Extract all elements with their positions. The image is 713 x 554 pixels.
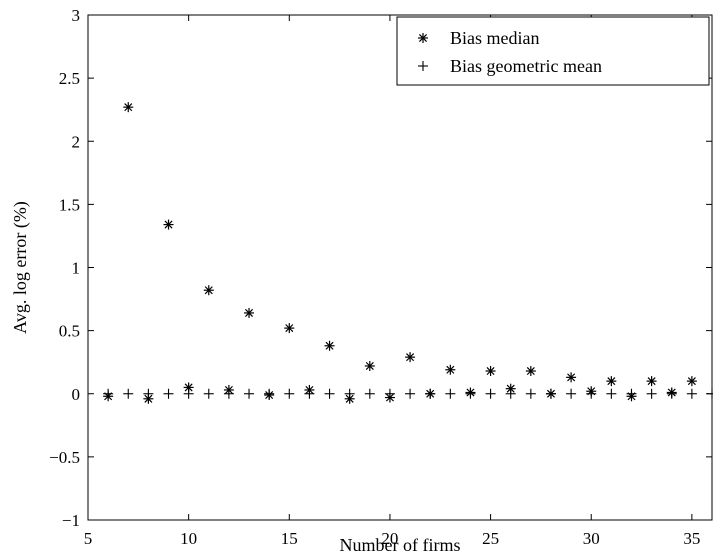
asterisk-point — [525, 366, 536, 377]
x-tick-label: 15 — [281, 529, 298, 548]
asterisk-point — [545, 388, 556, 399]
plus-point — [566, 388, 577, 399]
plus-point — [203, 388, 214, 399]
asterisk-point — [586, 386, 597, 397]
plus-point — [284, 388, 295, 399]
plus-point — [525, 388, 536, 399]
x-tick-label: 5 — [84, 529, 93, 548]
x-tick-label: 25 — [482, 529, 499, 548]
asterisk-point — [143, 393, 154, 404]
asterisk-point — [163, 219, 174, 230]
asterisk-point — [626, 391, 637, 402]
asterisk-point — [123, 102, 134, 113]
x-tick-label: 35 — [683, 529, 700, 548]
y-tick-label: −1 — [62, 511, 80, 530]
x-tick-label: 20 — [381, 529, 398, 548]
y-tick-label: 2 — [72, 132, 81, 151]
asterisk-point — [223, 384, 234, 395]
plus-point — [324, 388, 335, 399]
x-tick-label: 30 — [583, 529, 600, 548]
plus-point — [606, 388, 617, 399]
asterisk-point — [384, 392, 395, 403]
y-axis-label: Avg. log error (%) — [10, 201, 31, 334]
legend-plus-icon — [418, 61, 428, 71]
plus-point — [123, 388, 134, 399]
legend-label-bias-geometric-mean: Bias geometric mean — [450, 56, 602, 76]
y-tick-label: 1.5 — [59, 195, 80, 214]
asterisk-point — [465, 387, 476, 398]
y-tick-label: 0.5 — [59, 322, 80, 341]
asterisk-point — [203, 285, 214, 296]
y-tick-label: 3 — [72, 6, 81, 25]
legend-box — [396, 16, 710, 86]
plus-point — [445, 388, 456, 399]
plus-point — [707, 388, 713, 399]
plus-point — [646, 388, 657, 399]
x-tick-label: 10 — [180, 529, 197, 548]
asterisk-point — [344, 393, 355, 404]
asterisk-point — [666, 387, 677, 398]
asterisk-point — [405, 352, 416, 363]
asterisk-point — [244, 307, 255, 318]
asterisk-point — [425, 388, 436, 399]
asterisk-point — [264, 390, 275, 401]
asterisk-point — [566, 372, 577, 383]
y-tick-label: −0.5 — [49, 448, 80, 467]
legend-label-bias-median: Bias median — [450, 28, 539, 48]
legend: Bias median Bias geometric mean — [396, 16, 710, 86]
y-tick-label: 1 — [72, 259, 81, 278]
asterisk-point — [445, 364, 456, 375]
x-axis-label: Number of firms — [340, 535, 461, 554]
asterisk-point — [103, 391, 114, 402]
legend-asterisk-icon — [418, 33, 428, 43]
plus-point — [163, 388, 174, 399]
y-tick-label: 0 — [72, 385, 81, 404]
plus-point — [686, 388, 697, 399]
plus-point — [364, 388, 375, 399]
asterisk-point — [183, 382, 194, 393]
plus-point — [405, 388, 416, 399]
asterisk-point — [686, 376, 697, 387]
plus-point — [485, 388, 496, 399]
asterisk-point — [324, 340, 335, 351]
y-tick-label: 2.5 — [59, 69, 80, 88]
asterisk-point — [284, 323, 295, 334]
asterisk-point — [485, 366, 496, 377]
asterisk-point — [646, 376, 657, 387]
plus-point — [244, 388, 255, 399]
legend-marker-bias-geometric-mean — [418, 61, 428, 71]
asterisk-point — [505, 383, 516, 394]
legend-marker-bias-median — [418, 33, 428, 43]
data-markers — [103, 102, 713, 404]
asterisk-point — [364, 360, 375, 371]
asterisk-point — [304, 384, 315, 395]
asterisk-point — [606, 376, 617, 387]
axis-tick-labels: 5 10 15 20 25 30 35 −1 −0.5 0 0.5 1 1.5 2 2.5 3 — [49, 6, 700, 548]
